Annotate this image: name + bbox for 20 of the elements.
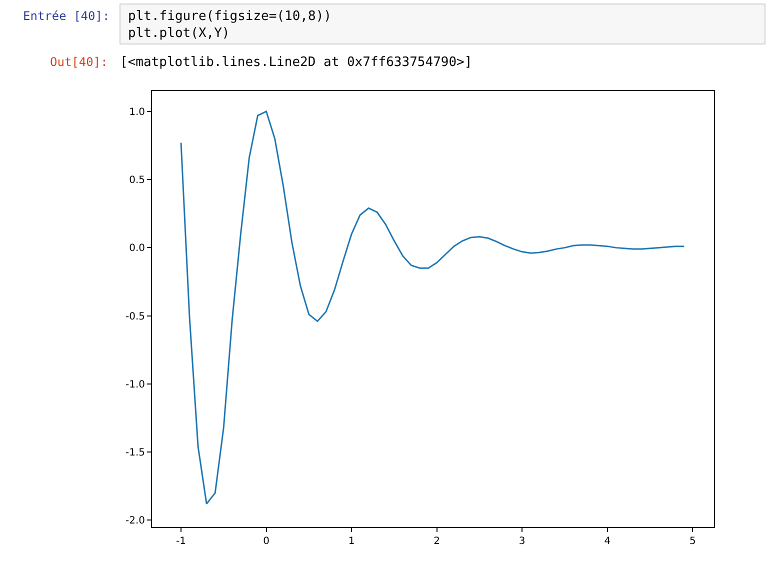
x-tick-label: 5 xyxy=(689,536,696,547)
x-tick-label: 3 xyxy=(518,536,526,547)
y-tick-label: 1.0 xyxy=(129,106,145,118)
x-tick-label: 1 xyxy=(348,536,355,547)
y-tick-label: 0.5 xyxy=(129,175,145,186)
text: [<matplotlib.lines.Line2D at 0x7ff633754790>] xyxy=(120,55,472,70)
y-tick-label: 0.0 xyxy=(129,243,145,254)
y-tick-label: -2.0 xyxy=(125,516,145,527)
text: Out[40]: xyxy=(50,55,108,69)
x-tick-label: -1 xyxy=(176,536,186,547)
y-tick-label: -1.5 xyxy=(125,448,145,459)
x-tick-label: 2 xyxy=(434,536,440,547)
y-tick-label: -1.0 xyxy=(125,379,145,390)
x-tick-label: 4 xyxy=(604,536,611,547)
y-tick-label: -0.5 xyxy=(125,311,145,322)
line-series xyxy=(180,110,685,505)
text: plt.figure(figsize=(10,8)) xyxy=(128,9,332,24)
text: plt.plot(X,Y) xyxy=(128,26,230,41)
text: Entrée [40]: xyxy=(23,9,110,23)
x-tick-label: 0 xyxy=(263,536,270,547)
